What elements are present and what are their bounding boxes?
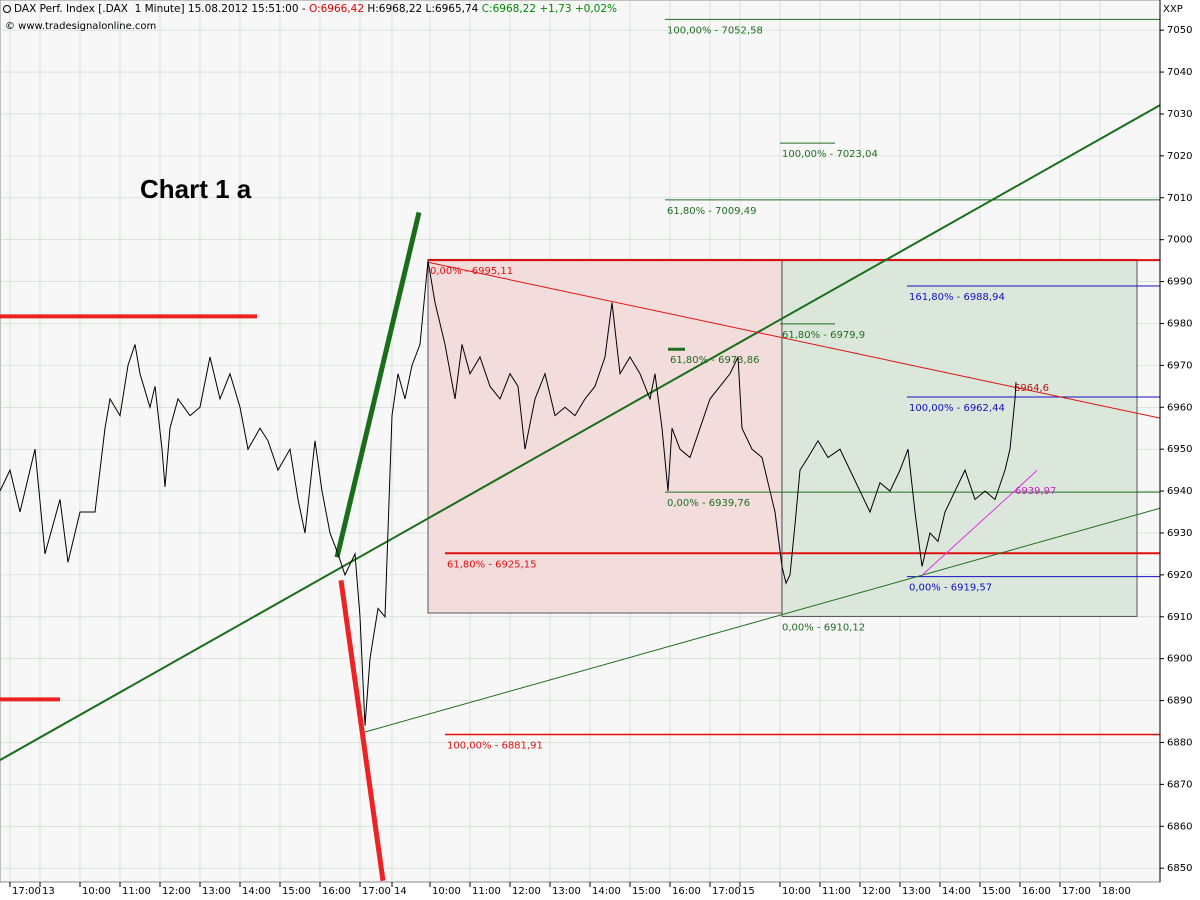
x-tick-label: 14:00 <box>942 886 971 897</box>
y-tick-label: 6850 <box>1167 863 1192 874</box>
level-label: 61,80% - 6973,86 <box>670 355 759 366</box>
x-tick-label: 16:00 <box>672 886 701 897</box>
y-tick-label: 7030 <box>1167 109 1192 120</box>
header: DAX Perf. Index [.DAX 1 Minute] 15.08.20… <box>14 3 617 15</box>
zone <box>781 258 1138 617</box>
trend-line <box>427 261 1161 419</box>
y-tick-label: 6860 <box>1167 821 1192 832</box>
x-tick-label: 17:00 <box>712 886 741 897</box>
header-icon <box>3 5 11 13</box>
y-tick-label: 6940 <box>1167 486 1192 497</box>
x-tick-label: 17:00 <box>362 886 391 897</box>
x-tick-label: 15:00 <box>632 886 661 897</box>
x-tick-label: 13:00 <box>202 886 231 897</box>
x-tick-label: 17:00 <box>1062 886 1091 897</box>
x-tick-label: 17:00 <box>12 886 41 897</box>
y-tick-label: 7040 <box>1167 67 1192 78</box>
header-segment: H:6968,22 L:6965,74 <box>364 3 482 15</box>
corner-label: XXP <box>1163 4 1183 15</box>
trend-line <box>364 507 1161 733</box>
x-tick-label: 16:00 <box>1022 886 1051 897</box>
x-tick-label: 10:00 <box>432 886 461 897</box>
y-tick-label: 6890 <box>1167 696 1192 707</box>
level-label: 0,00% - 6939,76 <box>667 498 750 509</box>
y-tick-label: 6880 <box>1167 737 1192 748</box>
x-tick-label: 14:00 <box>592 886 621 897</box>
level-label: 0,00% - 6919,57 <box>909 583 992 594</box>
levels: 100,00% - 7052,58 100,00% - 7023,04 61,80%… <box>428 18 1160 751</box>
x-tick-label: 18:00 <box>1102 886 1131 897</box>
y-tick-label: 6950 <box>1167 444 1192 455</box>
x-tick-label: 12:00 <box>512 886 541 897</box>
copyright: © www.tradesignalonline.com <box>5 21 156 32</box>
x-tick-label: 15:00 <box>282 886 311 897</box>
y-tick-label: 6990 <box>1167 277 1192 288</box>
y-tick-label: 7050 <box>1167 25 1192 36</box>
x-tick-label: 11:00 <box>822 886 851 897</box>
x-tick-label: 13 <box>42 886 55 897</box>
x-tick-label: 15 <box>742 886 755 897</box>
y-tick-label: 6910 <box>1167 612 1192 623</box>
y-tick-label: 6870 <box>1167 779 1192 790</box>
y-tick-label: 6960 <box>1167 402 1192 413</box>
level-label: 0,00% - 6910,12 <box>782 622 865 633</box>
level-label: 100,00% - 7052,58 <box>667 25 763 36</box>
level-label: 161,80% - 6988,94 <box>909 292 1005 303</box>
y-tick-label: 6970 <box>1167 360 1192 371</box>
level-label: 100,00% - 7023,04 <box>782 149 878 160</box>
x-tick-label: 10:00 <box>782 886 811 897</box>
chart-title: Chart 1 a <box>140 174 252 204</box>
header-segment: O:6966,42 <box>309 3 364 15</box>
level-label: 61,80% - 7009,49 <box>667 206 756 217</box>
axes: 6850 6860 6870 6880 6890 6900 6910 6920 6930 6940… <box>9 0 1192 897</box>
x-tick-label: 11:00 <box>122 886 151 897</box>
level-label: 100,00% - 6881,91 <box>447 740 543 751</box>
header-segment: C:6968,22 +1,73 +0,02% <box>482 3 617 15</box>
level-label: 61,80% - 6925,15 <box>447 559 536 570</box>
level-label: 100,00% - 6962,44 <box>909 403 1005 414</box>
x-tick-label: 10:00 <box>82 886 111 897</box>
x-tick-label: 13:00 <box>902 886 931 897</box>
x-tick-label: 13:00 <box>552 886 581 897</box>
trend-line <box>921 470 1038 576</box>
y-tick-label: 7020 <box>1167 151 1192 162</box>
x-tick-label: 16:00 <box>322 886 351 897</box>
trend-line <box>338 579 386 882</box>
line-label: 6939,97 <box>1015 486 1056 497</box>
y-tick-label: 6980 <box>1167 318 1192 329</box>
line-label: 6964,6 <box>1014 383 1049 394</box>
y-tick-label: 6930 <box>1167 528 1192 539</box>
price-line <box>0 260 1017 726</box>
y-tick-label: 6900 <box>1167 654 1192 665</box>
x-tick-label: 12:00 <box>162 886 191 897</box>
price <box>0 260 1017 726</box>
y-tick-label: 6920 <box>1167 570 1192 581</box>
x-tick-label: 12:00 <box>862 886 891 897</box>
trend-lines: 6964,6 6939,97 <box>0 104 1161 882</box>
trend-line <box>334 211 422 558</box>
header-segment: DAX Perf. Index [.DAX 1 Minute] 15.08.20… <box>14 3 309 15</box>
level-label: 61,80% - 6979,9 <box>782 330 865 341</box>
x-tick-label: 11:00 <box>472 886 501 897</box>
x-tick-label: 14 <box>394 886 407 897</box>
y-tick-label: 7010 <box>1167 193 1192 204</box>
x-tick-label: 15:00 <box>982 886 1011 897</box>
y-tick-label: 7000 <box>1167 235 1192 246</box>
trend-line <box>0 104 1161 761</box>
x-tick-label: 14:00 <box>242 886 271 897</box>
